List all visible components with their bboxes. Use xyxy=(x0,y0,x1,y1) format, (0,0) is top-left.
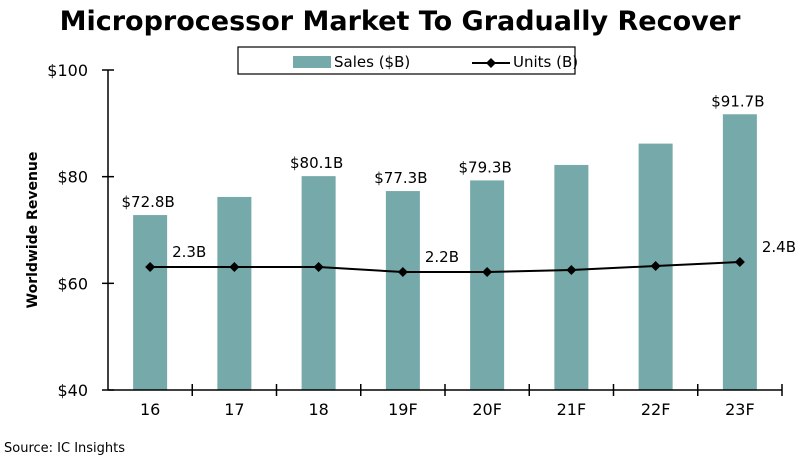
units-marker-21F xyxy=(566,265,577,275)
sales-bar-21F xyxy=(554,164,589,390)
y-axis-label: Worldwide Revenue xyxy=(25,152,41,309)
x-tick-label: 21F xyxy=(557,400,587,419)
units-data-label: 2.2B xyxy=(425,248,459,266)
legend-sales-swatch xyxy=(293,56,331,68)
units-marker-19F xyxy=(397,267,408,277)
legend-sales-label: Sales ($B) xyxy=(334,53,410,71)
x-tick-label: 18 xyxy=(308,400,328,419)
sales-data-label: $79.3B xyxy=(459,158,512,176)
legend: Sales ($B) Units (B) xyxy=(237,46,578,75)
y-tick-label: $60 xyxy=(57,274,88,293)
x-tick-label: 23F xyxy=(725,400,755,419)
legend-units-label: Units (B) xyxy=(513,53,578,71)
plot-area: $72.8B $80.1B $77.3B $79.3B $91.7B $40 $60 $80 $… xyxy=(47,61,796,419)
source-note: Source: IC Insights xyxy=(4,441,125,456)
units-marker-18 xyxy=(313,262,324,272)
sales-data-label: $72.8B xyxy=(122,193,175,211)
sales-bar-18 xyxy=(301,176,336,390)
sales-data-label: $91.7B xyxy=(711,92,764,110)
chart-title: Microprocessor Market To Gradually Recov… xyxy=(60,6,741,37)
x-tick-label: 17 xyxy=(224,400,244,419)
units-data-label: 2.3B xyxy=(172,243,206,261)
units-marker-22F xyxy=(650,261,661,271)
x-tick-label: 20F xyxy=(472,400,502,419)
legend-units-marker xyxy=(486,58,496,68)
y-tick-label: $80 xyxy=(57,168,88,187)
sales-bar-20F xyxy=(470,180,505,390)
units-marker-23F xyxy=(734,257,745,267)
sales-data-label: $77.3B xyxy=(374,169,427,187)
sales-bar-17 xyxy=(217,196,252,390)
sales-bar-23F xyxy=(722,114,757,391)
sales-bar-16 xyxy=(133,215,168,390)
y-tick-label: $100 xyxy=(47,61,88,80)
units-marker-16 xyxy=(145,262,156,272)
x-tick-label: 19F xyxy=(388,400,418,419)
x-tick-label: 22F xyxy=(641,400,671,419)
units-line xyxy=(150,261,740,273)
units-data-label: 2.4B xyxy=(762,238,796,256)
sales-bar-19F xyxy=(385,191,420,390)
units-marker-20F xyxy=(482,267,493,277)
units-marker-17 xyxy=(229,262,240,272)
sales-data-label: $80.1B xyxy=(290,154,343,172)
y-tick-label: $40 xyxy=(57,381,88,400)
x-tick-label: 16 xyxy=(140,400,160,419)
